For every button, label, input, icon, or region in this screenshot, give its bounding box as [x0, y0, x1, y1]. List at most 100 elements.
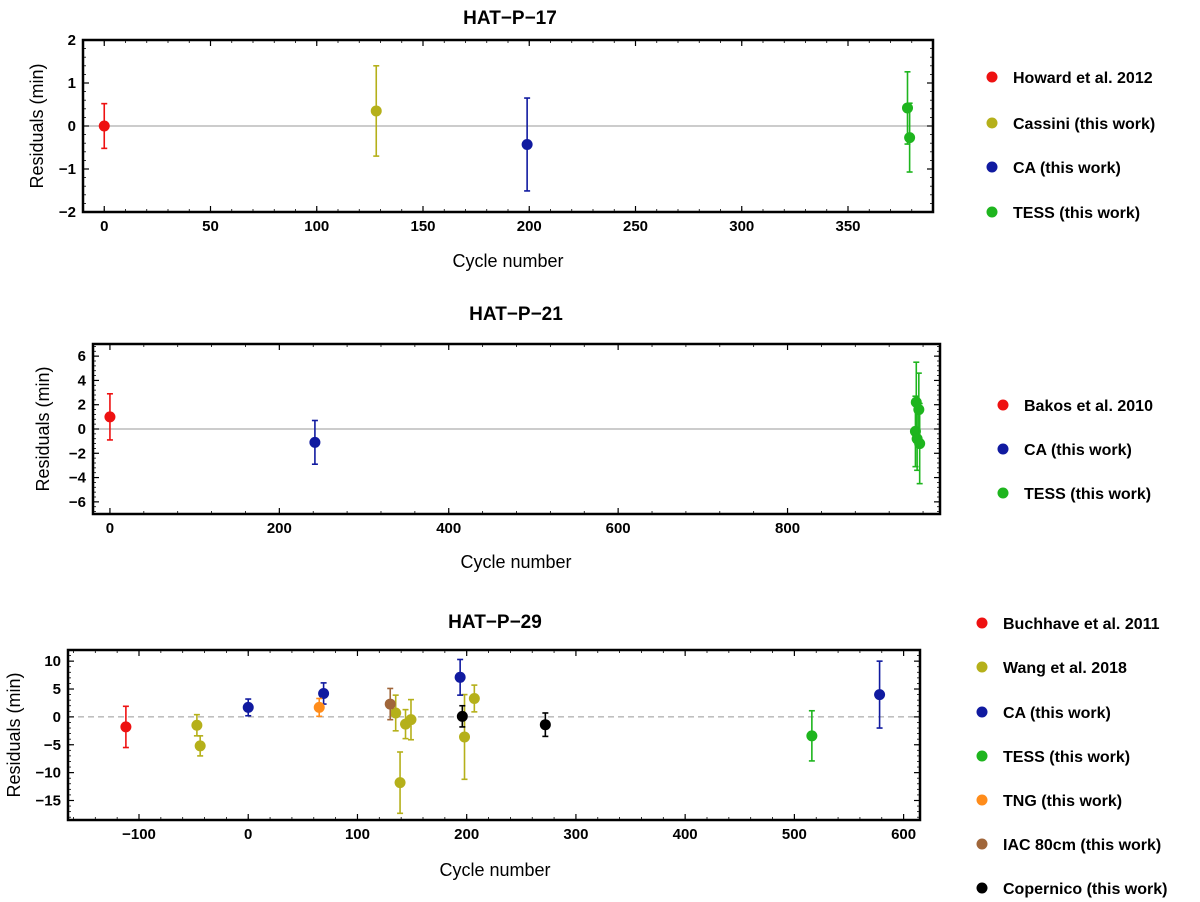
legend-marker	[986, 161, 998, 173]
data-point	[313, 701, 325, 713]
y-tick-label: −4	[69, 470, 87, 487]
data-point	[120, 721, 132, 733]
y-tick-label: 5	[53, 681, 61, 698]
legend-entry: CA (this work)	[1003, 705, 1111, 722]
data-point	[902, 102, 913, 114]
data-point	[468, 692, 480, 704]
y-tick-label: −15	[36, 792, 61, 809]
data-point	[309, 436, 321, 448]
data-marks	[120, 658, 886, 815]
legend-entry: TESS (this work)	[1003, 749, 1130, 766]
plot-frame	[66, 648, 922, 822]
panel-hat-p-29: HAT−P−29 −100 0 100 200 300 400 500 600−15−10−5…	[4, 612, 1167, 898]
x-tick-label: 500	[782, 826, 807, 843]
legend-marker	[986, 117, 998, 129]
data-point	[806, 730, 818, 742]
legend-entry: TNG (this work)	[1003, 793, 1122, 810]
legend-entry: CA (this work)	[1024, 442, 1132, 459]
legend-marker	[976, 882, 988, 894]
y-tick-label: 6	[78, 348, 86, 365]
x-tick-label: 200	[454, 826, 479, 843]
x-tick-label: 600	[606, 520, 631, 537]
axis-ticks: −100 0 100 200 300 400 500 600 −15 −10 −5 0 5 10	[36, 649, 920, 843]
legend: Buchhave et al. 2011 Wang et al. 2018 CA (…	[976, 616, 1167, 898]
data-point	[394, 777, 406, 789]
x-tick-label: 0	[106, 520, 114, 537]
x-tick-label: 100	[345, 826, 370, 843]
y-tick-label: 0	[53, 709, 61, 726]
axis-ticks: 0 50 100 150 200 250 300 350 −2 −1 0 1 2	[59, 32, 934, 235]
y-axis-label: Residuals (min)	[33, 366, 53, 491]
panel-hat-p-21: HAT−P−21 0 200 400 600 800 −6 −4 −2 0 2 4 6 Cycle n…	[33, 304, 1153, 572]
legend-entry: Bakos et al. 2010	[1024, 398, 1153, 415]
axis-ticks: 0 200 400 600 800 −6 −4 −2 0 2 4 6	[69, 344, 940, 537]
data-point	[242, 701, 254, 713]
legend-entry: Wang et al. 2018	[1003, 660, 1127, 677]
data-marks	[104, 361, 926, 485]
x-tick-label: 800	[775, 520, 800, 537]
data-point	[318, 687, 330, 699]
y-tick-label: 0	[68, 118, 76, 135]
legend-entry: Howard et al. 2012	[1013, 70, 1153, 87]
legend-marker	[986, 71, 998, 83]
x-tick-label: 0	[100, 218, 108, 235]
x-tick-label: 250	[623, 218, 648, 235]
x-tick-label: −100	[122, 826, 156, 843]
y-axis-label: Residuals (min)	[27, 63, 47, 188]
x-tick-label: 300	[729, 218, 754, 235]
legend-entry: TESS (this work)	[1013, 205, 1140, 222]
y-tick-label: 2	[78, 397, 86, 414]
data-point	[904, 132, 916, 144]
y-tick-label: −10	[36, 765, 61, 782]
data-point	[405, 714, 417, 726]
data-point	[459, 731, 471, 743]
legend-marker	[976, 617, 988, 629]
chart-title: HAT−P−29	[448, 612, 542, 633]
x-tick-label: 300	[563, 826, 588, 843]
x-tick-label: 200	[267, 520, 292, 537]
panel-hat-p-17: HAT−P−17 0 50 100 150 200 250 300 350 −2 −1 0 1 2 Cy…	[27, 8, 1155, 271]
data-marks	[98, 65, 916, 192]
legend-marker	[976, 750, 988, 762]
y-tick-label: −5	[44, 737, 61, 754]
data-point	[539, 719, 551, 731]
legend-entry: IAC 80cm (this work)	[1003, 837, 1161, 854]
data-point	[456, 710, 468, 722]
x-axis-label: Cycle number	[452, 251, 563, 271]
legend-marker	[997, 487, 1009, 499]
legend: Bakos et al. 2010 CA (this work) TESS (thi…	[997, 398, 1153, 503]
x-tick-label: 400	[673, 826, 698, 843]
data-point	[913, 404, 925, 416]
y-tick-label: −6	[69, 494, 86, 511]
legend-marker	[976, 838, 988, 850]
data-point	[370, 105, 382, 117]
x-tick-label: 150	[410, 218, 435, 235]
chart-title: HAT−P−21	[469, 304, 563, 325]
data-point	[914, 438, 926, 450]
x-tick-label: 0	[244, 826, 252, 843]
data-point	[98, 120, 110, 132]
y-tick-label: 4	[78, 372, 87, 389]
legend-marker	[976, 706, 988, 718]
legend-marker	[997, 399, 1009, 411]
x-axis-label: Cycle number	[460, 552, 571, 572]
x-tick-label: 200	[517, 218, 542, 235]
legend: Howard et al. 2012 Cassini (this work) CA …	[986, 70, 1155, 222]
x-tick-label: 100	[304, 218, 329, 235]
legend-entry: Buchhave et al. 2011	[1003, 616, 1160, 633]
data-point	[104, 411, 116, 423]
legend-marker	[997, 443, 1009, 455]
y-tick-label: 10	[44, 653, 61, 670]
y-tick-label: −1	[59, 161, 76, 178]
data-point	[874, 689, 886, 701]
x-tick-label: 50	[202, 218, 219, 235]
y-tick-label: 2	[68, 32, 76, 49]
legend-entry: Cassini (this work)	[1013, 116, 1155, 133]
y-tick-label: −2	[69, 445, 86, 462]
legend-entry: CA (this work)	[1013, 160, 1121, 177]
data-point	[194, 740, 206, 752]
y-tick-label: 1	[68, 75, 76, 92]
legend-marker	[976, 661, 988, 673]
data-point	[521, 138, 533, 150]
legend-marker	[986, 206, 998, 218]
